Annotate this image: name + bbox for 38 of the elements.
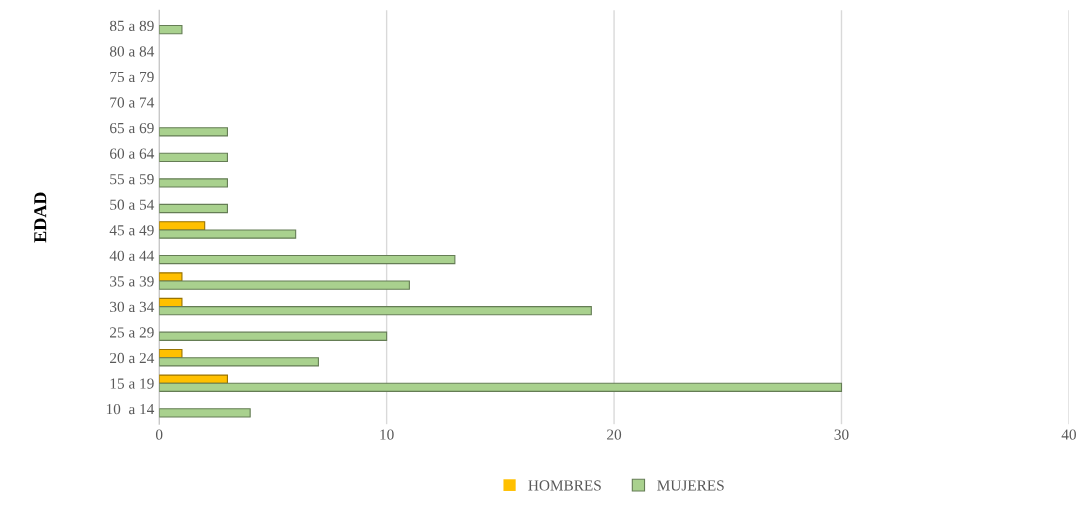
bar: [159, 382, 843, 392]
y-tick-label: 25 a 29: [110, 327, 154, 338]
legend-label: HOMBRES: [528, 480, 601, 491]
bar: [159, 408, 251, 418]
bar: [159, 203, 228, 214]
bar: [159, 229, 297, 239]
bar: [159, 127, 228, 137]
y-tick-label: 85 a 89: [109, 20, 154, 31]
y-tick-label: 80 a 84: [109, 46, 155, 57]
bar: [159, 280, 410, 290]
x-tick-label: 10: [380, 429, 394, 440]
y-axis-title: EDAD: [34, 192, 47, 243]
y-tick-label: 15 a 19: [110, 378, 154, 389]
x-tick-label: 40: [1061, 429, 1076, 440]
bar: [159, 254, 456, 265]
y-tick-label: 60 a 64: [110, 148, 155, 159]
y-tick-label: 10 a 14: [106, 403, 155, 415]
y-tick-label: 45 a 49: [109, 225, 154, 236]
y-tick-label: 75 a 79: [110, 71, 154, 83]
bar: [159, 24, 183, 35]
y-tick-label: 70 a 74: [110, 97, 155, 108]
bar: [159, 178, 228, 188]
y-tick-label: 35 a 39: [110, 276, 154, 287]
y-tick-label: 20 a 24: [110, 352, 155, 364]
bar: [159, 357, 319, 367]
bar: [159, 331, 388, 341]
legend-label: MUJERES: [657, 480, 724, 491]
y-tick-label: 55 a 59: [110, 174, 154, 185]
bar: [159, 374, 228, 384]
bar: [159, 152, 228, 163]
y-tick-label: 40 a 44: [109, 250, 155, 261]
x-tick-label: 20: [607, 429, 622, 440]
y-tick-label: 50 a 54: [110, 199, 155, 210]
y-tick-label: 65 a 69: [110, 122, 154, 134]
x-tick-label: 30: [834, 429, 849, 440]
x-tick-label: 0: [155, 429, 163, 440]
y-tick-label: 30 a 34: [110, 301, 155, 313]
bar: [159, 306, 592, 316]
